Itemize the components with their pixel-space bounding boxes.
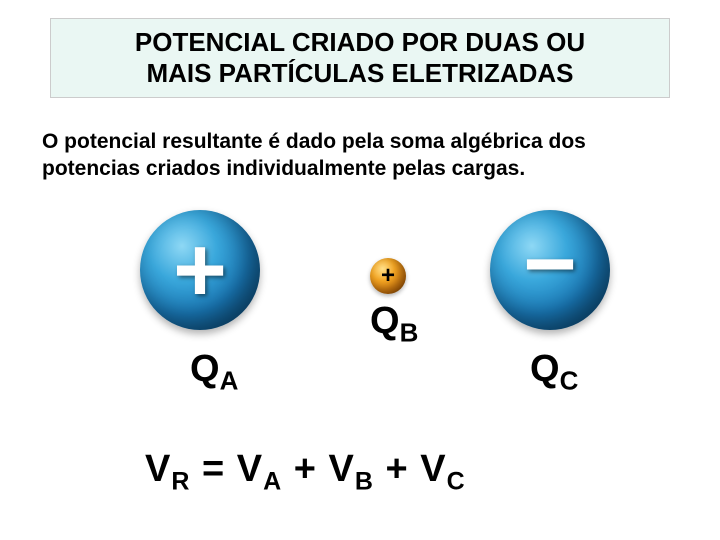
formula: VR = VA + VB + VC — [145, 448, 466, 497]
label-qb-main: Q — [370, 300, 400, 342]
formula-v3: V — [328, 448, 354, 490]
formula-asub: A — [263, 468, 282, 496]
formula-v1: V — [145, 448, 171, 490]
charge-b-sphere: + — [370, 258, 406, 294]
label-qa-sub: A — [220, 366, 239, 396]
formula-eq: = — [190, 448, 236, 490]
label-qc-sub: C — [560, 366, 579, 396]
formula-plus2: + — [374, 448, 420, 490]
formula-v2: V — [237, 448, 263, 490]
formula-plus1: + — [282, 448, 328, 490]
label-qc-main: Q — [530, 348, 560, 390]
label-qa-main: Q — [190, 348, 220, 390]
label-qb: QB — [370, 300, 418, 349]
title-banner: POTENCIAL CRIADO POR DUAS OU MAIS PARTÍC… — [50, 18, 670, 98]
charge-c-sphere: − — [490, 210, 610, 330]
title-line1: POTENCIAL CRIADO POR DUAS OU — [71, 27, 649, 58]
label-qc: QC — [530, 348, 578, 397]
label-qb-sub: B — [400, 318, 419, 348]
formula-rsub: R — [171, 468, 190, 496]
charge-a-sphere: + — [140, 210, 260, 330]
formula-bsub: B — [355, 468, 374, 496]
subtitle-text: O potencial resultante é dado pela soma … — [42, 128, 682, 183]
label-qa: QA — [190, 348, 238, 397]
formula-csub: C — [447, 468, 466, 496]
formula-v4: V — [420, 448, 446, 490]
title-line2: MAIS PARTÍCULAS ELETRIZADAS — [71, 58, 649, 89]
